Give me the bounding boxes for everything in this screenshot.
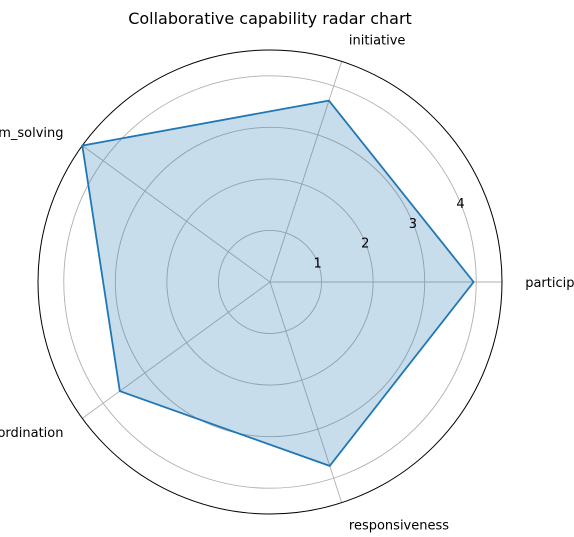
- axis-label-problem_solving: problem_solving: [0, 126, 64, 141]
- chart-title: Collaborative capability radar chart: [128, 9, 412, 28]
- series-line-1: [81, 99, 475, 467]
- r-tick-label-4: 4: [456, 197, 464, 212]
- r-tick-label-1: 1: [313, 256, 321, 271]
- series-area-1: [82, 100, 474, 466]
- data-series: [81, 99, 475, 467]
- axis-label-coordination: coordination: [0, 426, 64, 441]
- spoke-coordination: [82, 281, 271, 419]
- axis-labels: participation initiative problem_solvingco…: [0, 33, 574, 533]
- outer-frame-circle: [37, 49, 503, 515]
- outer-frame: [37, 49, 503, 515]
- axis-label-participation: participation: [525, 276, 574, 291]
- radial-tick-labels: 1 2 3 4: [313, 197, 464, 271]
- r-tick-label-2: 2: [361, 237, 369, 252]
- r-tick-label-3: 3: [409, 217, 417, 232]
- axis-label-responsiveness: responsiveness: [349, 519, 449, 534]
- spoke-initiative: [269, 61, 343, 283]
- spoke-problem_solving: [82, 145, 271, 283]
- axis-label-initiative: initiative: [349, 33, 406, 48]
